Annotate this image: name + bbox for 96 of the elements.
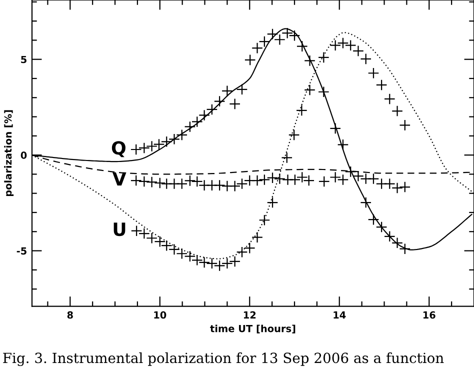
point — [288, 30, 300, 42]
point — [352, 170, 364, 182]
point — [360, 53, 372, 65]
point — [221, 258, 233, 270]
point — [330, 40, 342, 52]
point — [318, 176, 330, 188]
point — [184, 174, 196, 186]
point — [344, 40, 356, 52]
point — [337, 139, 349, 150]
point — [296, 104, 308, 116]
point — [229, 256, 241, 268]
x-tick-label: 12 — [244, 311, 256, 319]
point — [154, 177, 166, 189]
point — [206, 258, 218, 270]
point — [160, 136, 172, 148]
point — [296, 40, 308, 52]
point — [274, 173, 286, 184]
point — [146, 232, 158, 244]
point — [318, 52, 330, 64]
point — [392, 105, 403, 117]
point — [376, 221, 388, 233]
series-label: U — [114, 222, 126, 236]
point — [146, 140, 158, 152]
point — [384, 93, 396, 105]
point — [184, 250, 196, 262]
point — [368, 67, 380, 79]
series-label: Q — [112, 141, 126, 158]
point — [384, 178, 396, 190]
point — [130, 174, 142, 186]
point — [252, 232, 263, 244]
x-tick-label: 8 — [67, 311, 73, 319]
point — [281, 152, 293, 164]
point — [154, 236, 166, 248]
point — [289, 174, 301, 186]
caption: Fig. 3. Instrumental polarization for 13 Sep 2006 as a function — [3, 352, 444, 366]
point — [376, 178, 388, 190]
point — [266, 196, 278, 208]
x-tick-label: 14 — [334, 311, 346, 319]
point — [153, 138, 165, 150]
point — [392, 237, 403, 249]
point — [176, 178, 188, 190]
point — [399, 181, 411, 193]
point — [258, 214, 270, 226]
point — [318, 86, 330, 98]
point — [191, 176, 203, 188]
point — [168, 244, 180, 256]
point — [191, 254, 203, 266]
point — [266, 28, 278, 40]
point — [229, 98, 241, 110]
point — [160, 240, 172, 252]
point — [176, 248, 188, 260]
y-tick-label: 0 — [20, 152, 27, 159]
point — [399, 119, 411, 131]
point — [236, 84, 248, 96]
point — [214, 260, 226, 272]
y-tick-label: -5 — [16, 247, 26, 255]
point — [360, 196, 372, 208]
point — [138, 228, 150, 240]
point — [368, 173, 380, 184]
point — [236, 178, 248, 190]
point — [399, 243, 411, 255]
point — [229, 180, 241, 192]
point — [330, 172, 342, 183]
point — [130, 225, 142, 237]
point — [304, 84, 316, 96]
point — [138, 176, 150, 188]
point — [352, 45, 364, 57]
point — [138, 142, 150, 154]
y-tick-label: 5 — [21, 56, 26, 64]
point — [303, 174, 315, 186]
series-label: V — [112, 172, 126, 186]
point — [337, 174, 349, 186]
x-tick-label: 16 — [423, 311, 436, 319]
point — [198, 256, 210, 268]
point — [296, 172, 308, 183]
point — [146, 176, 158, 188]
point — [130, 144, 142, 156]
point — [258, 174, 270, 186]
point — [392, 182, 403, 194]
point — [244, 54, 256, 66]
point — [266, 172, 278, 184]
point — [288, 129, 300, 141]
x-axis-title: time UT [hours] — [210, 324, 296, 334]
point — [304, 54, 316, 66]
y-axis-title: polarization [%] — [4, 110, 14, 196]
point — [214, 180, 226, 191]
point — [344, 166, 356, 178]
point — [330, 122, 342, 134]
point — [252, 174, 263, 186]
point — [337, 37, 349, 49]
x-tick-label: 10 — [154, 311, 166, 319]
point — [221, 85, 233, 97]
point — [368, 214, 380, 226]
point — [214, 96, 226, 107]
point — [376, 79, 388, 91]
point — [384, 230, 396, 242]
